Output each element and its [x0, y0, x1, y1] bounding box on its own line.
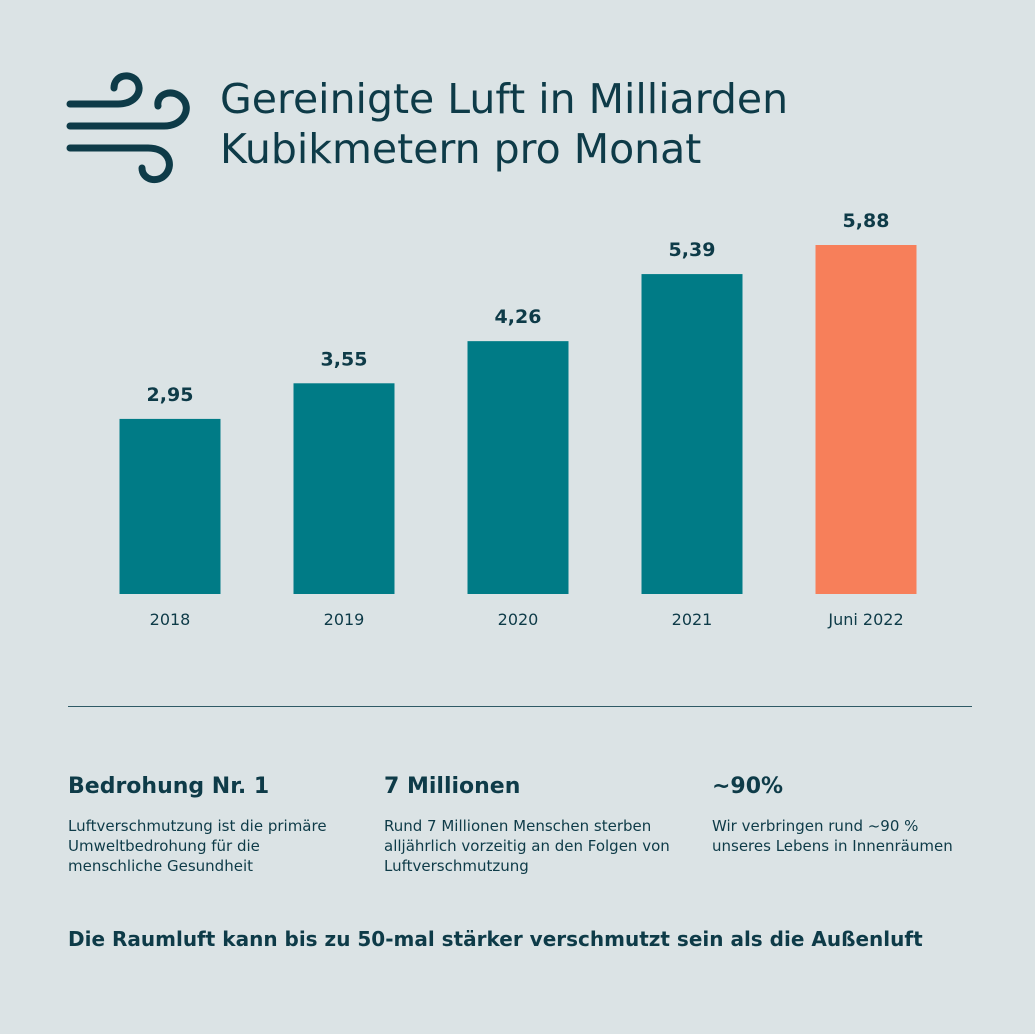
bar-value-label: 5,88	[843, 210, 890, 232]
divider	[68, 706, 972, 707]
stat-headline: Bedrohung Nr. 1	[68, 774, 270, 799]
bar-value-label: 3,55	[321, 348, 368, 370]
stat-description: Wir verbringen rund ~90 % unseres Lebens…	[712, 817, 953, 855]
x-tick-label: 2020	[498, 610, 539, 629]
bar-2021	[641, 274, 743, 594]
wind-icon	[66, 72, 190, 184]
chart-title: Gereinigte Luft in Milliarden Kubikmeter…	[220, 74, 1000, 174]
stat-deaths: 7 Millionen Rund 7 Millionen Menschen st…	[384, 772, 684, 876]
stat-indoor-time: ~90% Wir verbringen rund ~90 % unseres L…	[712, 772, 962, 856]
x-tick-label: 2018	[150, 610, 191, 629]
stat-headline: ~90%	[712, 774, 784, 799]
title-line-2: Kubikmetern pro Monat	[220, 125, 702, 173]
bar-2019	[293, 383, 395, 594]
stat-headline: 7 Millionen	[384, 774, 521, 799]
stat-description: Luftverschmutzung ist die primäre Umwelt…	[68, 817, 327, 875]
stat-threat: Bedrohung Nr. 1 Luftverschmutzung ist di…	[68, 772, 358, 876]
footer-statement: Die Raumluft kann bis zu 50-mal stärker …	[68, 927, 923, 951]
x-tick-label: 2021	[672, 610, 713, 629]
bar-value-label: 5,39	[669, 239, 716, 261]
bar-value-label: 4,26	[495, 306, 542, 328]
bar-juni-2022	[815, 245, 917, 594]
x-tick-label: 2019	[324, 610, 365, 629]
title-line-1: Gereinigte Luft in Milliarden	[220, 75, 789, 123]
stat-description: Rund 7 Millionen Menschen sterben alljäh…	[384, 817, 670, 875]
x-tick-label: Juni 2022	[827, 610, 903, 629]
bar-chart: 2,95 2018 3,55 2019 4,26 2020 5,39 2021 5,88 Juni…	[119, 210, 917, 629]
bar-value-label: 2,95	[147, 384, 194, 406]
bar-2018	[119, 418, 221, 594]
bar-2020	[467, 341, 569, 594]
